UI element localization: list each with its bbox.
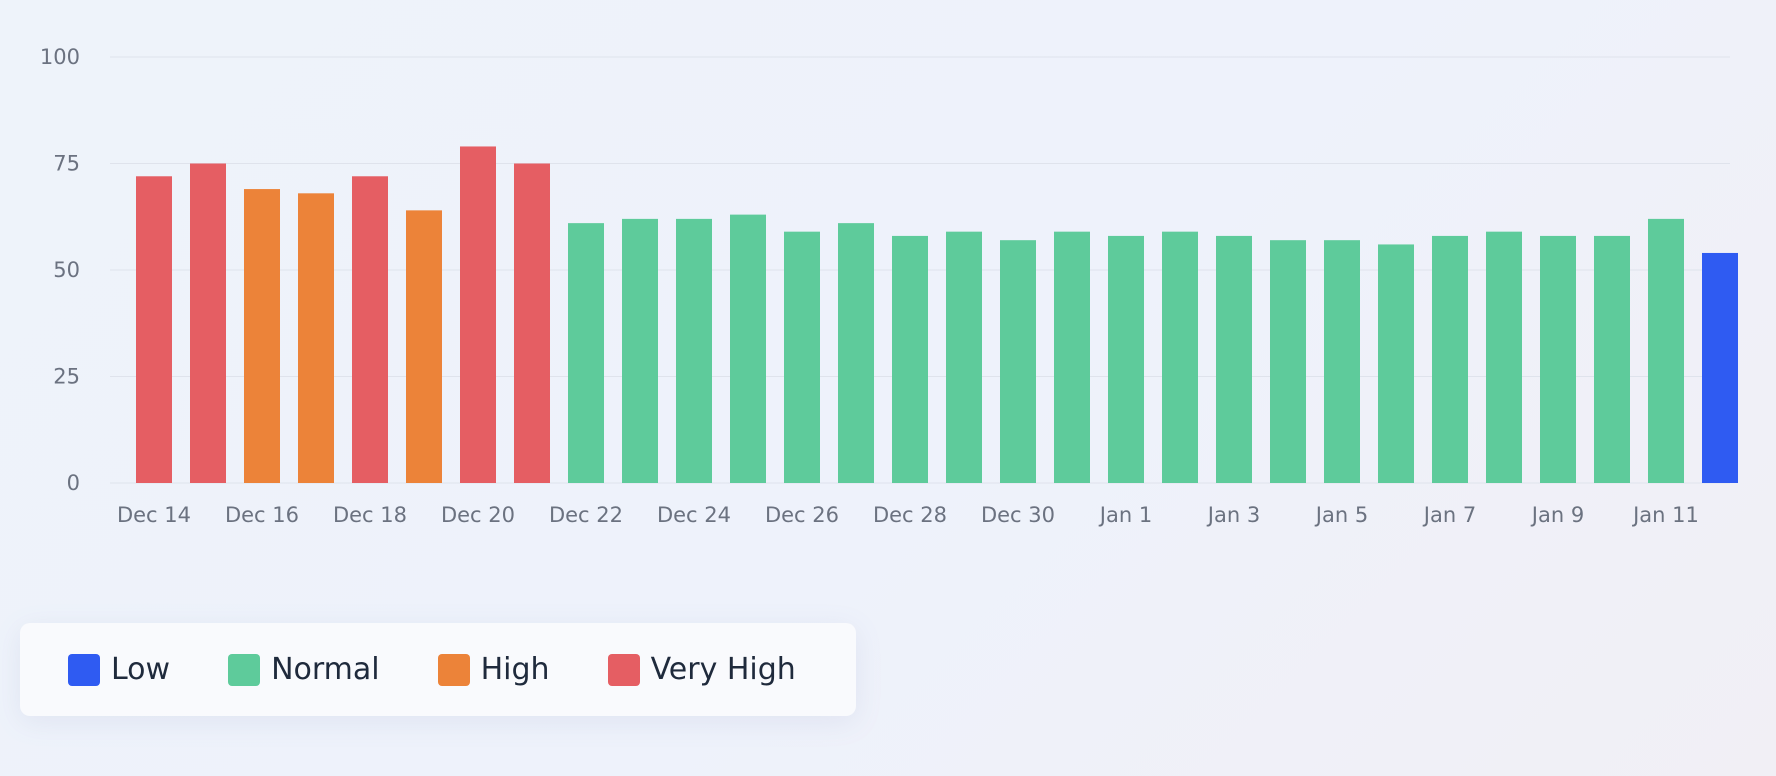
legend-item-high: High — [437, 652, 550, 687]
chart-legend: Low Normal High Very High — [20, 623, 856, 716]
x-tick-label: Dec 30 — [981, 503, 1055, 527]
bar-dec-17[interactable] — [298, 193, 334, 483]
bar-jan-2[interactable] — [1162, 231, 1198, 483]
x-tick-label: Dec 24 — [657, 503, 731, 527]
bar-dec-30[interactable] — [1000, 240, 1036, 483]
legend-swatch-very-high — [607, 653, 640, 686]
bar-dec-28[interactable] — [892, 235, 928, 483]
bar-dec-29[interactable] — [946, 231, 982, 483]
bar-dec-19[interactable] — [406, 210, 442, 484]
legend-label-high: High — [480, 652, 550, 687]
x-tick-label: Jan 5 — [1314, 503, 1368, 527]
y-tick-label: 100 — [40, 45, 80, 69]
bar-dec-23[interactable] — [622, 218, 658, 483]
x-tick-label: Jan 11 — [1631, 503, 1699, 527]
x-tick-label: Jan 7 — [1422, 503, 1476, 527]
legend-item-low: Low — [68, 652, 170, 687]
y-tick-label: 75 — [53, 152, 80, 176]
bar-jan-10[interactable] — [1594, 235, 1630, 483]
x-tick-label: Dec 26 — [765, 503, 839, 527]
legend-swatch-low — [68, 653, 100, 686]
x-tick-label: Jan 1 — [1098, 503, 1152, 527]
bar-dec-16[interactable] — [244, 189, 280, 483]
x-tick-label: Dec 14 — [117, 503, 191, 527]
legend-swatch-high — [437, 653, 470, 686]
x-tick-label: Jan 3 — [1206, 503, 1260, 527]
bar-jan-11[interactable] — [1648, 218, 1684, 483]
bar-jan-3[interactable] — [1216, 235, 1252, 483]
x-tick-label: Dec 20 — [441, 503, 515, 527]
bar-jan-5[interactable] — [1324, 240, 1360, 483]
y-tick-label: 25 — [53, 365, 80, 389]
bar-jan-8[interactable] — [1486, 231, 1522, 483]
bar-jan-1[interactable] — [1108, 235, 1144, 483]
bar-dec-31[interactable] — [1054, 231, 1090, 483]
bar-jan-12[interactable] — [1702, 252, 1738, 483]
bar-dec-26[interactable] — [784, 231, 820, 483]
bar-dec-25[interactable] — [730, 214, 766, 483]
x-tick-label: Dec 22 — [549, 503, 623, 527]
bar-dec-27[interactable] — [838, 223, 874, 483]
bar-dec-21[interactable] — [514, 163, 550, 484]
bar-dec-14[interactable] — [136, 176, 172, 483]
bar-chart: 0 25 50 75 100 Dec 14 Dec 16 Dec 18 Dec 20 Dec 22… — [40, 45, 1738, 527]
bar-jan-9[interactable] — [1540, 235, 1576, 483]
y-tick-label: 50 — [53, 258, 80, 282]
legend-label-normal: Normal — [271, 652, 380, 687]
legend-label-very-high: Very High — [650, 652, 796, 687]
chart-svg: 0 25 50 75 100 Dec 14 Dec 16 Dec 18 Dec 20 Dec 22… — [40, 45, 1738, 527]
y-tick-label: 0 — [67, 471, 80, 495]
x-tick-label: Jan 9 — [1530, 503, 1584, 527]
bar-dec-22[interactable] — [568, 223, 604, 483]
legend-item-very-high: Very High — [607, 652, 796, 687]
x-tick-label: Dec 28 — [873, 503, 947, 527]
bar-jan-4[interactable] — [1270, 240, 1306, 483]
legend-label-low: Low — [111, 652, 171, 687]
bar-dec-18[interactable] — [352, 176, 388, 483]
bar-dec-20[interactable] — [460, 146, 496, 483]
legend-item-normal: Normal — [228, 652, 380, 687]
legend-swatch-normal — [228, 653, 261, 686]
bar-dec-24[interactable] — [676, 218, 712, 483]
bar-jan-6[interactable] — [1378, 244, 1414, 483]
x-tick-label: Dec 16 — [225, 503, 299, 527]
bar-dec-15[interactable] — [190, 163, 226, 484]
bar-jan-7[interactable] — [1432, 235, 1468, 483]
x-tick-label: Dec 18 — [333, 503, 407, 527]
